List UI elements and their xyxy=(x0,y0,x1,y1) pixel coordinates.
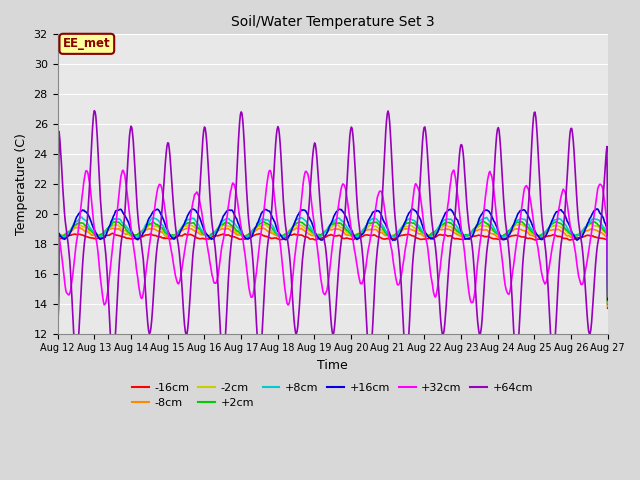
-8cm xyxy=(177,228,184,234)
+8cm xyxy=(77,214,85,220)
+8cm xyxy=(121,222,129,228)
+64cm xyxy=(401,348,409,353)
+32cm xyxy=(399,260,407,265)
+32cm xyxy=(604,294,612,300)
+2cm xyxy=(54,372,61,377)
+2cm xyxy=(479,218,487,224)
+32cm xyxy=(205,252,213,258)
+8cm xyxy=(206,233,214,239)
Y-axis label: Temperature (C): Temperature (C) xyxy=(15,133,28,235)
+64cm xyxy=(219,356,227,361)
+16cm xyxy=(176,229,184,235)
Line: +2cm: +2cm xyxy=(58,221,608,374)
+32cm xyxy=(120,170,128,176)
+32cm xyxy=(450,167,458,173)
+32cm xyxy=(54,370,61,375)
+8cm xyxy=(177,226,184,231)
-2cm xyxy=(205,233,213,239)
-16cm xyxy=(400,232,408,238)
+16cm xyxy=(120,212,128,217)
-16cm xyxy=(206,236,214,241)
-2cm xyxy=(120,228,128,234)
+64cm xyxy=(63,236,71,241)
+2cm xyxy=(120,224,128,229)
-8cm xyxy=(417,231,424,237)
-16cm xyxy=(177,233,184,239)
Line: -16cm: -16cm xyxy=(58,233,608,376)
X-axis label: Time: Time xyxy=(317,359,348,372)
-8cm xyxy=(54,371,61,377)
-8cm xyxy=(604,303,612,309)
+64cm xyxy=(604,233,612,239)
+8cm xyxy=(400,221,408,227)
Line: +8cm: +8cm xyxy=(58,217,608,373)
+64cm xyxy=(177,265,184,271)
+2cm xyxy=(399,225,407,230)
+16cm xyxy=(399,223,407,228)
Line: +64cm: +64cm xyxy=(58,111,608,359)
-16cm xyxy=(417,236,424,242)
+2cm xyxy=(176,227,184,233)
+8cm xyxy=(54,370,61,376)
-16cm xyxy=(604,305,612,311)
Text: EE_met: EE_met xyxy=(63,37,111,50)
-16cm xyxy=(121,234,129,240)
+2cm xyxy=(604,301,612,307)
Line: -2cm: -2cm xyxy=(58,224,608,374)
Line: +32cm: +32cm xyxy=(58,170,608,372)
+8cm xyxy=(63,230,71,236)
+32cm xyxy=(415,189,423,194)
+2cm xyxy=(63,229,71,235)
-2cm xyxy=(516,221,524,227)
-2cm xyxy=(176,228,184,234)
+16cm xyxy=(409,206,417,212)
Title: Soil/Water Temperature Set 3: Soil/Water Temperature Set 3 xyxy=(231,15,435,29)
-2cm xyxy=(63,230,71,236)
+16cm xyxy=(205,234,213,240)
+64cm xyxy=(206,192,214,197)
-8cm xyxy=(400,226,408,232)
-16cm xyxy=(109,230,116,236)
+64cm xyxy=(90,108,98,114)
+2cm xyxy=(415,226,423,232)
Line: -8cm: -8cm xyxy=(58,228,608,374)
-8cm xyxy=(63,231,71,237)
+32cm xyxy=(176,277,184,283)
+64cm xyxy=(54,316,61,322)
Legend: -16cm, -8cm, -2cm, +2cm, +8cm, +16cm, +32cm, +64cm: -16cm, -8cm, -2cm, +2cm, +8cm, +16cm, +3… xyxy=(127,378,538,413)
-2cm xyxy=(399,224,407,229)
+64cm xyxy=(121,209,129,215)
Line: +16cm: +16cm xyxy=(58,209,608,372)
+8cm xyxy=(604,300,612,306)
+16cm xyxy=(63,234,71,240)
-2cm xyxy=(604,302,612,308)
+16cm xyxy=(54,369,61,375)
+8cm xyxy=(417,225,424,230)
-16cm xyxy=(63,233,71,239)
-16cm xyxy=(54,373,61,379)
-8cm xyxy=(121,231,129,237)
-2cm xyxy=(54,372,61,377)
+32cm xyxy=(63,291,71,297)
-2cm xyxy=(415,228,423,234)
+16cm xyxy=(604,297,612,303)
-8cm xyxy=(72,225,80,230)
+64cm xyxy=(417,164,425,170)
+2cm xyxy=(205,233,213,239)
-8cm xyxy=(206,233,214,239)
+16cm xyxy=(417,216,424,222)
